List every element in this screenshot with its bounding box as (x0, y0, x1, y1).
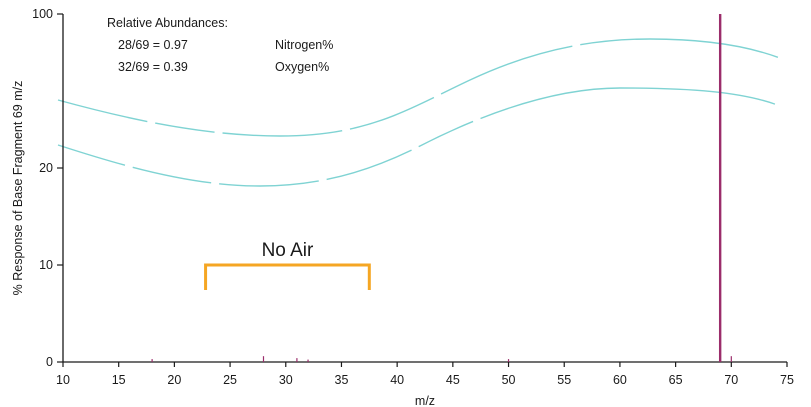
x-tick-label: 25 (223, 373, 237, 387)
x-tick-label: 40 (390, 373, 404, 387)
nitrogen-label: Nitrogen% (275, 38, 333, 52)
x-tick-label: 30 (279, 373, 293, 387)
x-tick-label: 70 (724, 373, 738, 387)
axis-break-upper-band (57, 38, 786, 137)
x-tick-label: 10 (56, 373, 70, 387)
oxygen-label: Oxygen% (275, 60, 329, 74)
oxygen-ratio: 32/69 = 0.39 (118, 60, 188, 74)
no-air-bracket (204, 263, 371, 290)
x-tick-label: 50 (502, 373, 516, 387)
x-tick-label: 60 (613, 373, 627, 387)
peak-series (151, 14, 732, 362)
x-tick-label: 35 (335, 373, 349, 387)
x-tick-label: 55 (557, 373, 571, 387)
y-axis-title: % Response of Base Fragment 69 m/z (11, 81, 25, 296)
nitrogen-ratio: 28/69 = 0.97 (118, 38, 188, 52)
x-tick-label: 15 (112, 373, 126, 387)
x-tick-label: 45 (446, 373, 460, 387)
y-tick-label: 100 (32, 7, 53, 21)
y-tick-label: 20 (39, 161, 53, 175)
y-axis-ticks: 0 10 20 100 (32, 7, 63, 369)
x-tick-label: 65 (669, 373, 683, 387)
y-tick-label: 10 (39, 258, 53, 272)
y-tick-label: 0 (46, 355, 53, 369)
abundances-header: Relative Abundances: (107, 16, 228, 30)
x-tick-label: 20 (167, 373, 181, 387)
no-air-label: No Air (262, 240, 314, 261)
x-axis-title: m/z (415, 394, 435, 407)
x-axis-ticks: 10 15 20 25 30 35 40 45 50 55 60 65 70 75 (56, 362, 794, 387)
axis-break-lower-band (57, 87, 786, 187)
x-tick-label: 75 (780, 373, 794, 387)
